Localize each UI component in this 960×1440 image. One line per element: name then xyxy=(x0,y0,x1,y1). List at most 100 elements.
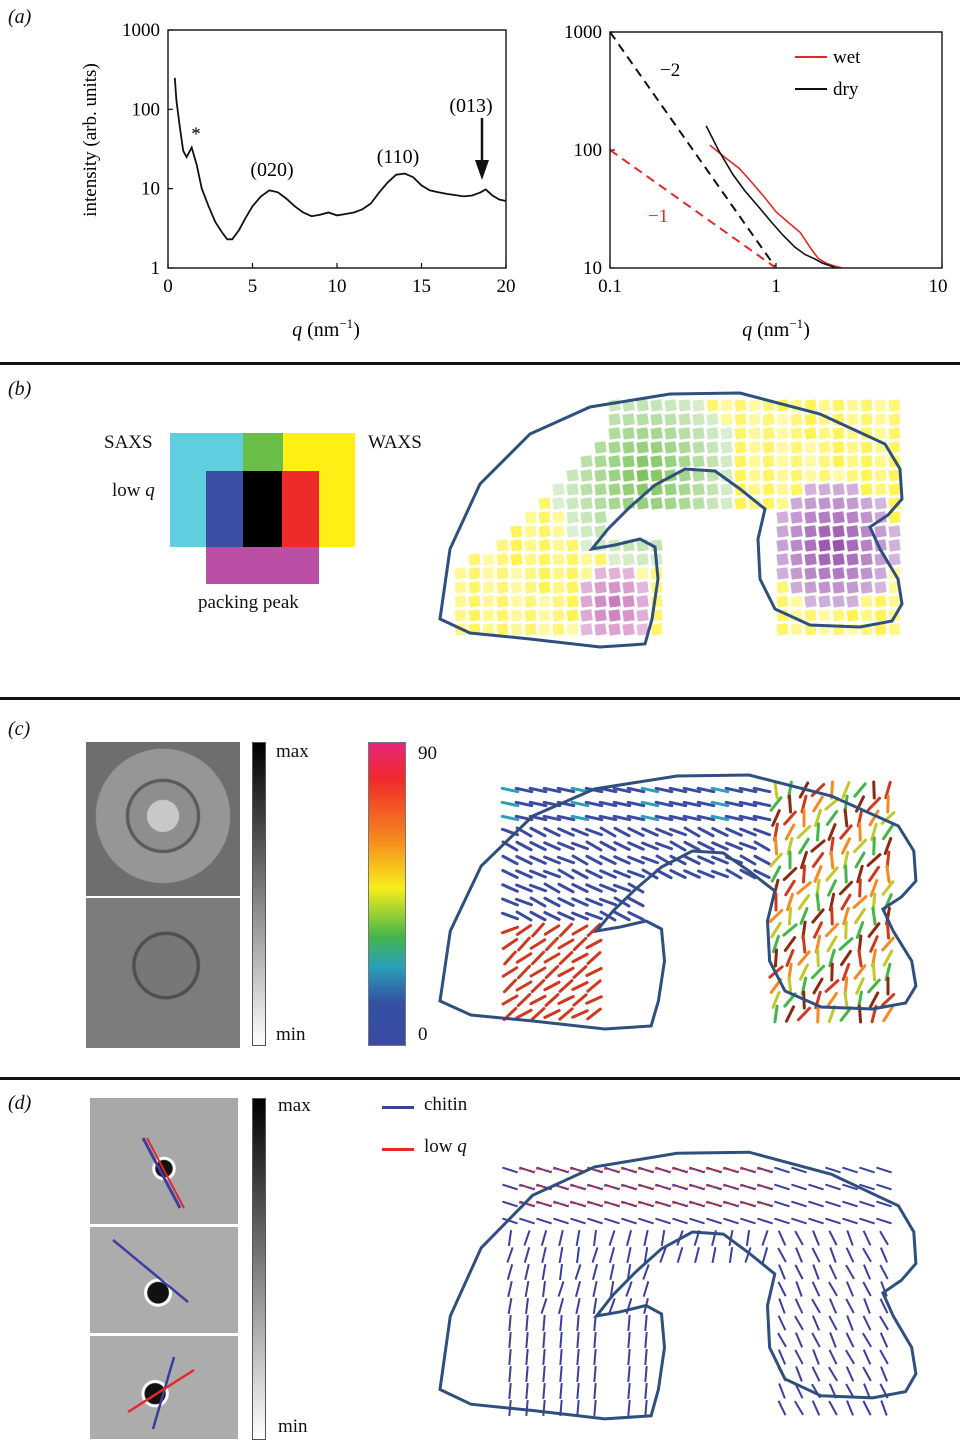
chitin-dash xyxy=(774,1166,790,1174)
diffraction-d-2 xyxy=(90,1227,238,1333)
chitin-dash xyxy=(879,1247,889,1263)
lowq-dash xyxy=(518,1184,536,1190)
orientation-dash xyxy=(654,786,674,794)
orientation-dash xyxy=(586,1007,602,1021)
orientation-dash xyxy=(585,938,603,950)
orientation-dash xyxy=(515,1008,533,1020)
map-pixel xyxy=(860,567,873,580)
orientation-dash xyxy=(543,882,561,894)
orientation-dash xyxy=(586,922,602,938)
orientation-dash xyxy=(558,922,574,938)
orientation-dash xyxy=(840,949,852,967)
map-pixel xyxy=(622,595,635,608)
chitin-dash xyxy=(540,1230,548,1246)
chitin-dash xyxy=(876,1183,892,1191)
orientation-dash xyxy=(517,936,531,952)
chitin-dash xyxy=(625,1281,633,1297)
orientation-dash xyxy=(867,922,881,938)
chitin-dash xyxy=(627,1399,631,1417)
orientation-dash xyxy=(843,990,849,1010)
map-pixel xyxy=(622,427,635,440)
map-pixel xyxy=(650,427,663,440)
chitin-dash xyxy=(642,1281,650,1297)
chitin-dash xyxy=(557,1281,565,1297)
map-pixel xyxy=(818,609,831,622)
map-pixel xyxy=(594,497,607,510)
orientation-dash xyxy=(542,814,562,822)
map-pixel xyxy=(664,483,677,496)
lowq-dash xyxy=(535,1201,553,1207)
map-pixel xyxy=(804,413,817,426)
orientation-dash xyxy=(599,826,617,838)
orientation-dash xyxy=(612,883,632,893)
map-pixel xyxy=(510,609,523,622)
orientation-dash xyxy=(598,800,618,808)
orientation-dash xyxy=(738,841,758,851)
orientation-dash xyxy=(585,883,603,893)
orientation-dash xyxy=(557,841,575,851)
chitin-dash xyxy=(828,1315,838,1331)
map-pixel xyxy=(846,581,859,594)
orientation-dash xyxy=(830,906,834,926)
orientation-dash xyxy=(627,841,645,851)
lowq-dash xyxy=(552,1201,570,1207)
chitin-dash xyxy=(525,1399,529,1417)
orientation-dash xyxy=(866,853,882,867)
chitin-dash xyxy=(627,1348,631,1366)
lowq-dash xyxy=(739,1201,757,1207)
orientation-dash xyxy=(571,911,589,921)
chitin-dash xyxy=(525,1297,529,1315)
orientation-dash xyxy=(816,948,820,968)
chitin-dash xyxy=(542,1280,546,1298)
orientation-dash xyxy=(500,786,520,794)
orientation-dash xyxy=(654,814,674,822)
chitin-dash xyxy=(777,1247,787,1263)
map-pixel xyxy=(706,413,719,426)
map-pixel xyxy=(510,595,523,608)
map-pixel xyxy=(706,441,719,454)
x-tick-label: 20 xyxy=(497,276,516,297)
map-pixel xyxy=(776,441,789,454)
orientation-dash xyxy=(697,855,715,865)
chitin-dash xyxy=(794,1383,804,1399)
orientation-dash xyxy=(852,838,868,854)
annotation-020: (020) xyxy=(250,159,293,181)
chitin-dash xyxy=(795,1366,803,1382)
orientation-dash xyxy=(773,780,779,800)
lowq-dash xyxy=(722,1184,740,1190)
chitin-dash xyxy=(863,1298,871,1314)
orientation-dash xyxy=(725,827,743,837)
map-pixel xyxy=(636,427,649,440)
orientation-dash xyxy=(501,883,519,893)
orientation-dash xyxy=(598,897,618,907)
map-pixel xyxy=(888,399,901,412)
orientation-dash xyxy=(682,800,702,808)
guide-slope-minus2 xyxy=(609,31,777,269)
chitin-dash xyxy=(644,1399,648,1417)
orientation-dash xyxy=(502,978,518,994)
map-pixel xyxy=(692,497,705,510)
orientation-dash xyxy=(683,854,701,866)
map-pixel xyxy=(566,497,579,510)
map-pixel xyxy=(468,553,481,566)
chitin-dash xyxy=(523,1230,531,1246)
chitin-dash xyxy=(655,1217,671,1225)
map-pixel xyxy=(776,623,789,636)
map-pixel xyxy=(874,455,887,468)
map-pixel xyxy=(804,525,817,538)
map-pixel xyxy=(790,581,803,594)
map-pixel xyxy=(776,427,789,440)
orientation-dash xyxy=(711,841,729,851)
map-pixel xyxy=(482,609,495,622)
map-pixel xyxy=(720,427,733,440)
orientation-dash xyxy=(500,800,520,808)
orientation-dash xyxy=(528,800,548,808)
chitin-dash xyxy=(791,1200,807,1208)
map-pixel xyxy=(860,413,873,426)
map-pixel xyxy=(552,497,565,510)
lowq-dash xyxy=(586,1184,604,1190)
map-pixel xyxy=(510,539,523,552)
chitin-dash xyxy=(592,1280,598,1298)
map-pixel xyxy=(818,483,831,496)
map-pixel xyxy=(706,455,719,468)
